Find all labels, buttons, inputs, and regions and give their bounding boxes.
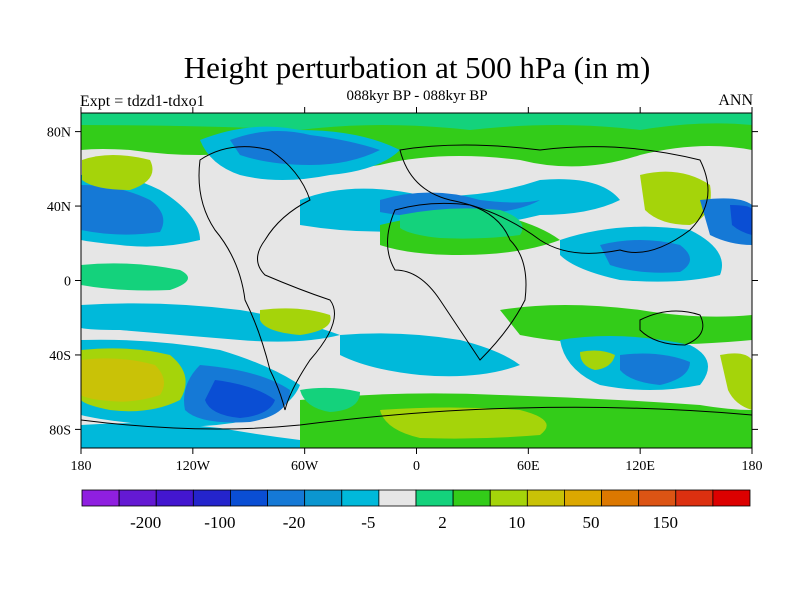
colorbar-label: 10	[508, 513, 525, 532]
latitude-axis: 80N 40N 0 40S 80S	[47, 126, 758, 438]
plot-title: Height perturbation at 500 hPa (in m)	[183, 50, 651, 85]
colorbar-label: 150	[652, 513, 678, 532]
season-label: ANN	[718, 92, 753, 109]
colorbar-swatch	[155, 489, 194, 507]
lon-label: 120E	[625, 459, 655, 474]
lat-label: 40N	[47, 200, 71, 215]
colorbar-label: -200	[130, 513, 161, 532]
colorbar-swatch	[81, 489, 120, 507]
longitude-axis: 180 120W 60W 0 60E 120E 180	[71, 107, 763, 474]
lon-label: 60E	[517, 459, 540, 474]
coastlines	[81, 144, 752, 430]
colorbar-swatch	[452, 489, 491, 507]
colorbar-swatch	[712, 489, 751, 507]
lon-label: 0	[413, 459, 420, 474]
lat-label: 80S	[49, 423, 71, 438]
colorbar-swatch	[526, 489, 565, 507]
colorbar: -200 -100 -20 -5 2 10 50 150	[81, 489, 751, 532]
map-plot	[81, 113, 752, 448]
colorbar-label: 2	[438, 513, 447, 532]
colorbar-swatch	[378, 489, 417, 507]
contour-fill	[81, 113, 752, 448]
colorbar-label: -20	[283, 513, 306, 532]
lon-label: 180	[71, 459, 92, 474]
colorbar-swatch	[638, 489, 677, 507]
lon-label: 60W	[291, 459, 319, 474]
colorbar-swatch	[601, 489, 640, 507]
colorbar-swatch	[675, 489, 714, 507]
lat-label: 40S	[49, 349, 71, 364]
lon-label: 120W	[176, 459, 211, 474]
colorbar-swatch	[564, 489, 602, 507]
colorbar-swatch	[230, 489, 268, 507]
lat-label: 0	[64, 275, 71, 290]
colorbar-swatch	[415, 489, 454, 507]
colorbar-swatch	[304, 489, 343, 507]
colorbar-swatch	[192, 489, 231, 507]
colorbar-label: -5	[361, 513, 375, 532]
lon-label: 180	[742, 459, 763, 474]
colorbar-swatch	[118, 489, 157, 507]
colorbar-label: 50	[583, 513, 600, 532]
colorbar-label: -100	[204, 513, 235, 532]
experiment-label: Expt = tdzd1-tdxo1	[80, 93, 205, 110]
lat-label: 80N	[47, 126, 71, 141]
period-label: 088kyr BP - 088kyr BP	[346, 88, 488, 104]
colorbar-swatch	[341, 489, 380, 507]
colorbar-swatch	[267, 489, 306, 507]
colorbar-swatch	[489, 489, 528, 507]
